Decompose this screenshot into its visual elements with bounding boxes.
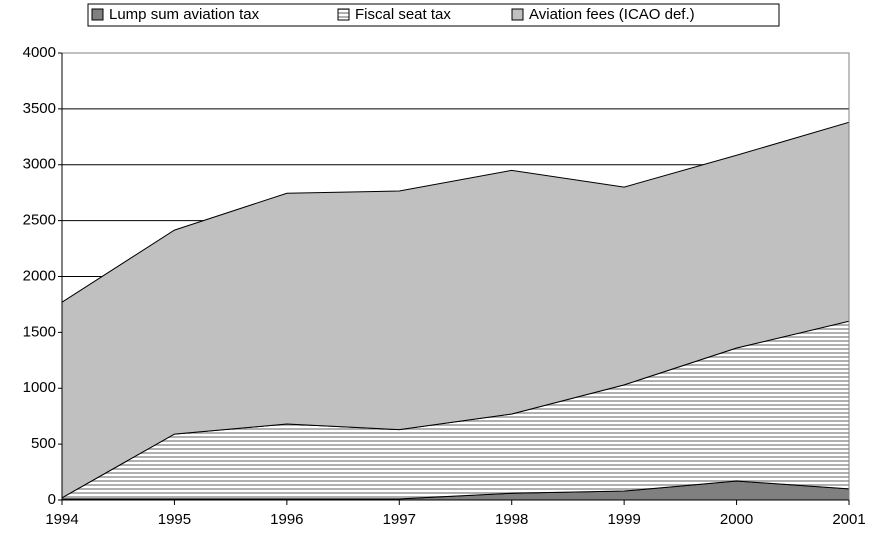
- y-tick-label: 3000: [23, 156, 56, 173]
- x-tick-label: 1995: [158, 511, 191, 528]
- y-tick-label: 1500: [23, 323, 56, 340]
- y-tick-label: 4000: [23, 44, 56, 61]
- legend-label: Fiscal seat tax: [355, 6, 451, 23]
- y-tick-label: 1000: [23, 379, 56, 396]
- x-tick-label: 1998: [495, 511, 528, 528]
- legend-swatch: [91, 8, 104, 21]
- legend-box: [87, 3, 780, 27]
- y-tick-label: 0: [48, 491, 56, 508]
- x-tick-label: 1996: [270, 511, 303, 528]
- y-tick-label: 2000: [23, 267, 56, 284]
- x-tick-label: 1994: [45, 511, 78, 528]
- x-tick-label: 2001: [832, 511, 865, 528]
- x-tick-label: 2000: [720, 511, 753, 528]
- legend-label: Lump sum aviation tax: [109, 6, 260, 23]
- legend-swatch: [511, 8, 524, 21]
- y-tick-label: 3500: [23, 100, 56, 117]
- y-tick-label: 500: [31, 435, 56, 452]
- legend-swatch: [337, 8, 350, 21]
- x-tick-label: 1997: [383, 511, 416, 528]
- legend-label: Aviation fees (ICAO def.): [529, 6, 695, 23]
- x-tick-label: 1999: [607, 511, 640, 528]
- y-tick-label: 2500: [23, 212, 56, 229]
